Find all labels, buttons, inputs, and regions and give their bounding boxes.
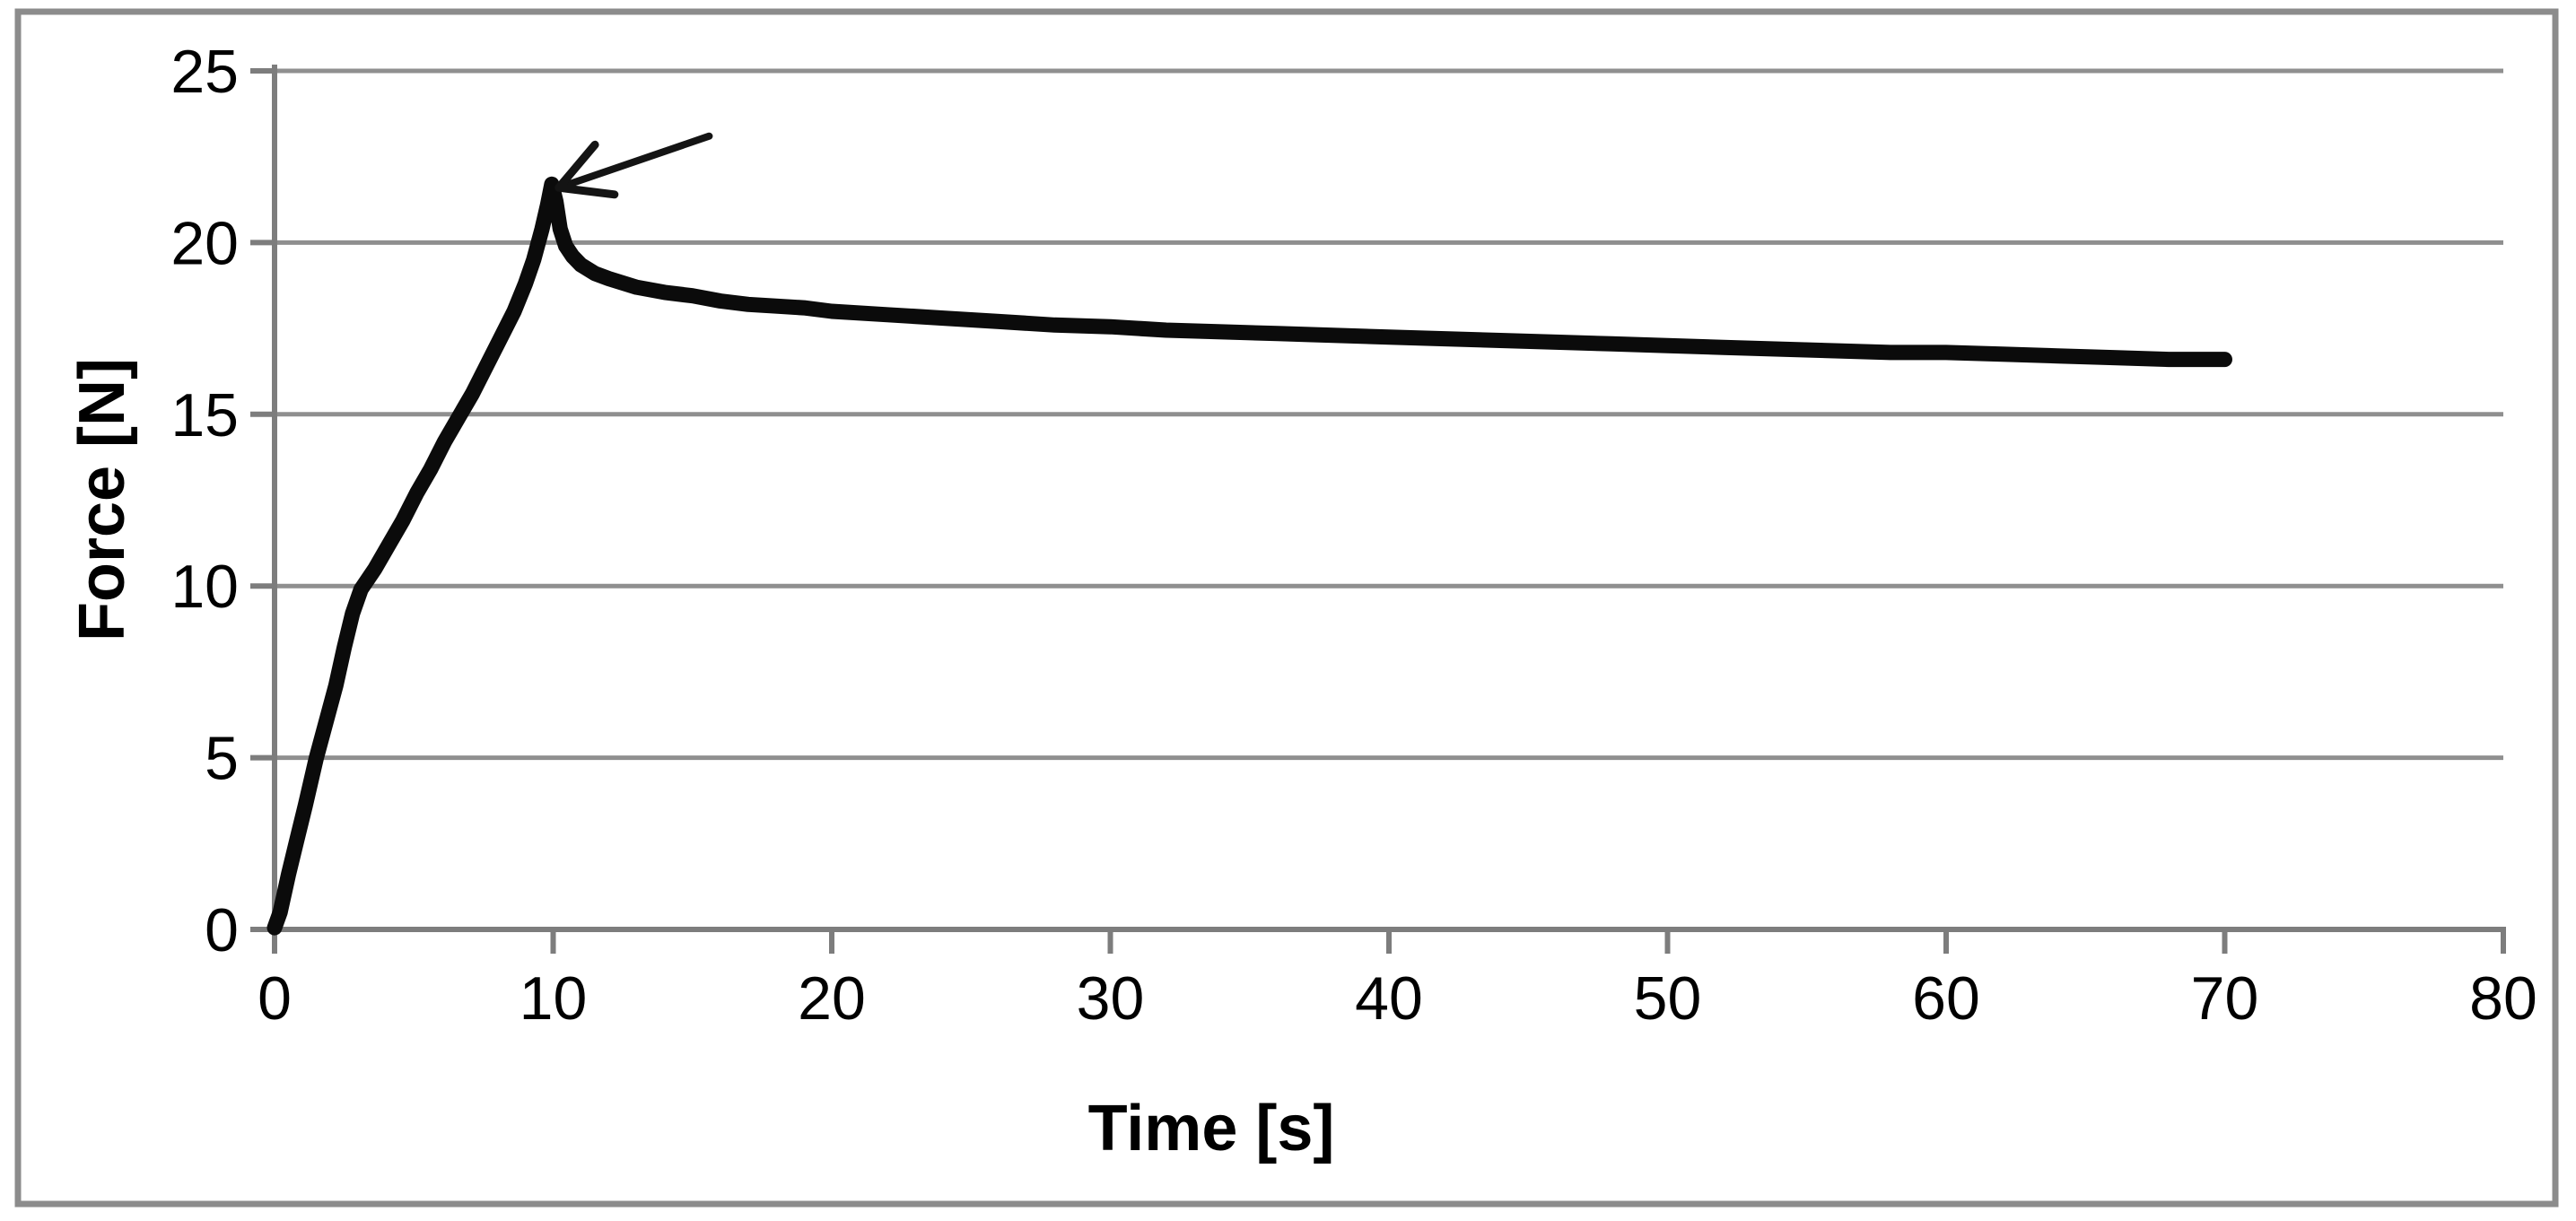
tick-labels: 0 5 10 15 20 25 0 10 20 30 40 50 60 70 80: [170, 38, 2537, 1033]
peak-arrow: [554, 132, 713, 199]
figure-border: [14, 8, 2559, 1208]
y-tick-label-15: 15: [170, 381, 239, 449]
y-tick-label-5: 5: [205, 725, 239, 793]
y-tick-label-20: 20: [170, 209, 239, 277]
tick-marks: [250, 68, 2506, 954]
x-axis-title: Time [s]: [1088, 1093, 1335, 1164]
x-tick-label-60: 60: [1912, 964, 1980, 1033]
arrow-head: [554, 140, 619, 199]
x-tick-label-20: 20: [798, 964, 866, 1033]
y-tick-label-0: 0: [205, 896, 239, 964]
x-tick-label-40: 40: [1355, 964, 1423, 1033]
x-tick-label-50: 50: [1634, 964, 1702, 1033]
y-tick-label-10: 10: [170, 553, 239, 621]
x-tick-label-70: 70: [2191, 964, 2259, 1033]
force-curve: [266, 176, 2232, 936]
x-tick-label-30: 30: [1077, 964, 1145, 1033]
arrow-shaft: [554, 132, 713, 192]
y-tick-label-25: 25: [170, 38, 239, 106]
x-tick-label-0: 0: [258, 964, 292, 1033]
x-tick-label-10: 10: [520, 964, 588, 1033]
x-tick-label-80: 80: [2469, 964, 2537, 1033]
y-axis-title: Force [N]: [66, 358, 138, 641]
gridlines: [275, 68, 2503, 761]
